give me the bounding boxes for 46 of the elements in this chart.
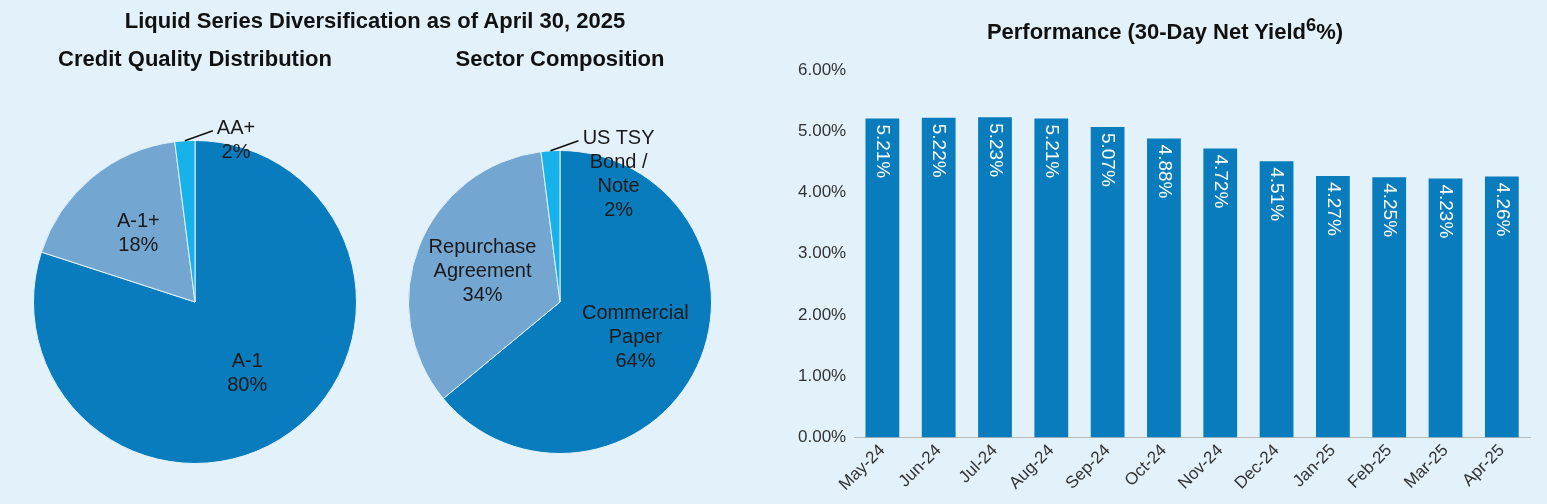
y-tick-label: 6.00% — [798, 59, 847, 79]
bar — [1484, 176, 1519, 438]
data-label: 4.51% — [1267, 167, 1289, 222]
data-label: 4.25% — [1379, 183, 1401, 238]
data-label: 34% — [462, 282, 503, 305]
y-tick-label: 0.00% — [798, 427, 847, 447]
y-tick-label: 1.00% — [798, 365, 847, 385]
data-label: 5.22% — [929, 123, 951, 178]
chart-title: Sector Composition — [454, 46, 666, 72]
data-label: 5.07% — [1098, 132, 1120, 187]
bar — [865, 118, 900, 438]
data-label: 5.21% — [1042, 124, 1064, 179]
data-label: 4.27% — [1323, 181, 1345, 236]
bar — [1203, 148, 1238, 438]
bar — [1428, 178, 1463, 438]
bar — [1090, 126, 1125, 438]
bar — [1372, 177, 1407, 438]
y-tick-label: 4.00% — [798, 182, 847, 202]
slice-label: A-1+ — [116, 209, 160, 232]
data-label: 4.23% — [1436, 184, 1458, 239]
slice-label: Repurchase Agreement — [428, 234, 537, 281]
bar — [1316, 175, 1350, 438]
data-label: 4.88% — [1154, 144, 1176, 199]
data-label: 4.26% — [1492, 182, 1514, 237]
slice-label: AA+ — [216, 116, 256, 139]
y-tick-label: 3.00% — [798, 243, 847, 263]
bar — [1034, 118, 1069, 438]
chart-title: Credit Quality Distribution — [57, 46, 333, 72]
data-label: 5.23% — [985, 123, 1007, 178]
text: Liquid Series Diversification as of April 30, 2025 — [123, 8, 627, 34]
data-label: 2% — [604, 198, 634, 221]
y-tick-label: 5.00% — [798, 120, 847, 140]
data-label: 18% — [118, 233, 159, 256]
bar — [1259, 161, 1294, 438]
data-label: 5.21% — [873, 124, 895, 179]
data-label: 2% — [221, 140, 251, 163]
data-label: 4.72% — [1211, 154, 1233, 209]
bar — [1147, 138, 1181, 438]
bar — [978, 117, 1012, 438]
slice-label: A-1 — [231, 349, 263, 372]
slice-label: Commercial Paper — [582, 300, 689, 347]
bar — [921, 117, 956, 438]
data-label: 64% — [615, 348, 656, 371]
chart-title: Performance (30-Day Net Yield$^{6}$%) — [985, 14, 1345, 46]
y-tick-label: 2.00% — [798, 304, 847, 324]
data-label: 80% — [227, 373, 268, 396]
